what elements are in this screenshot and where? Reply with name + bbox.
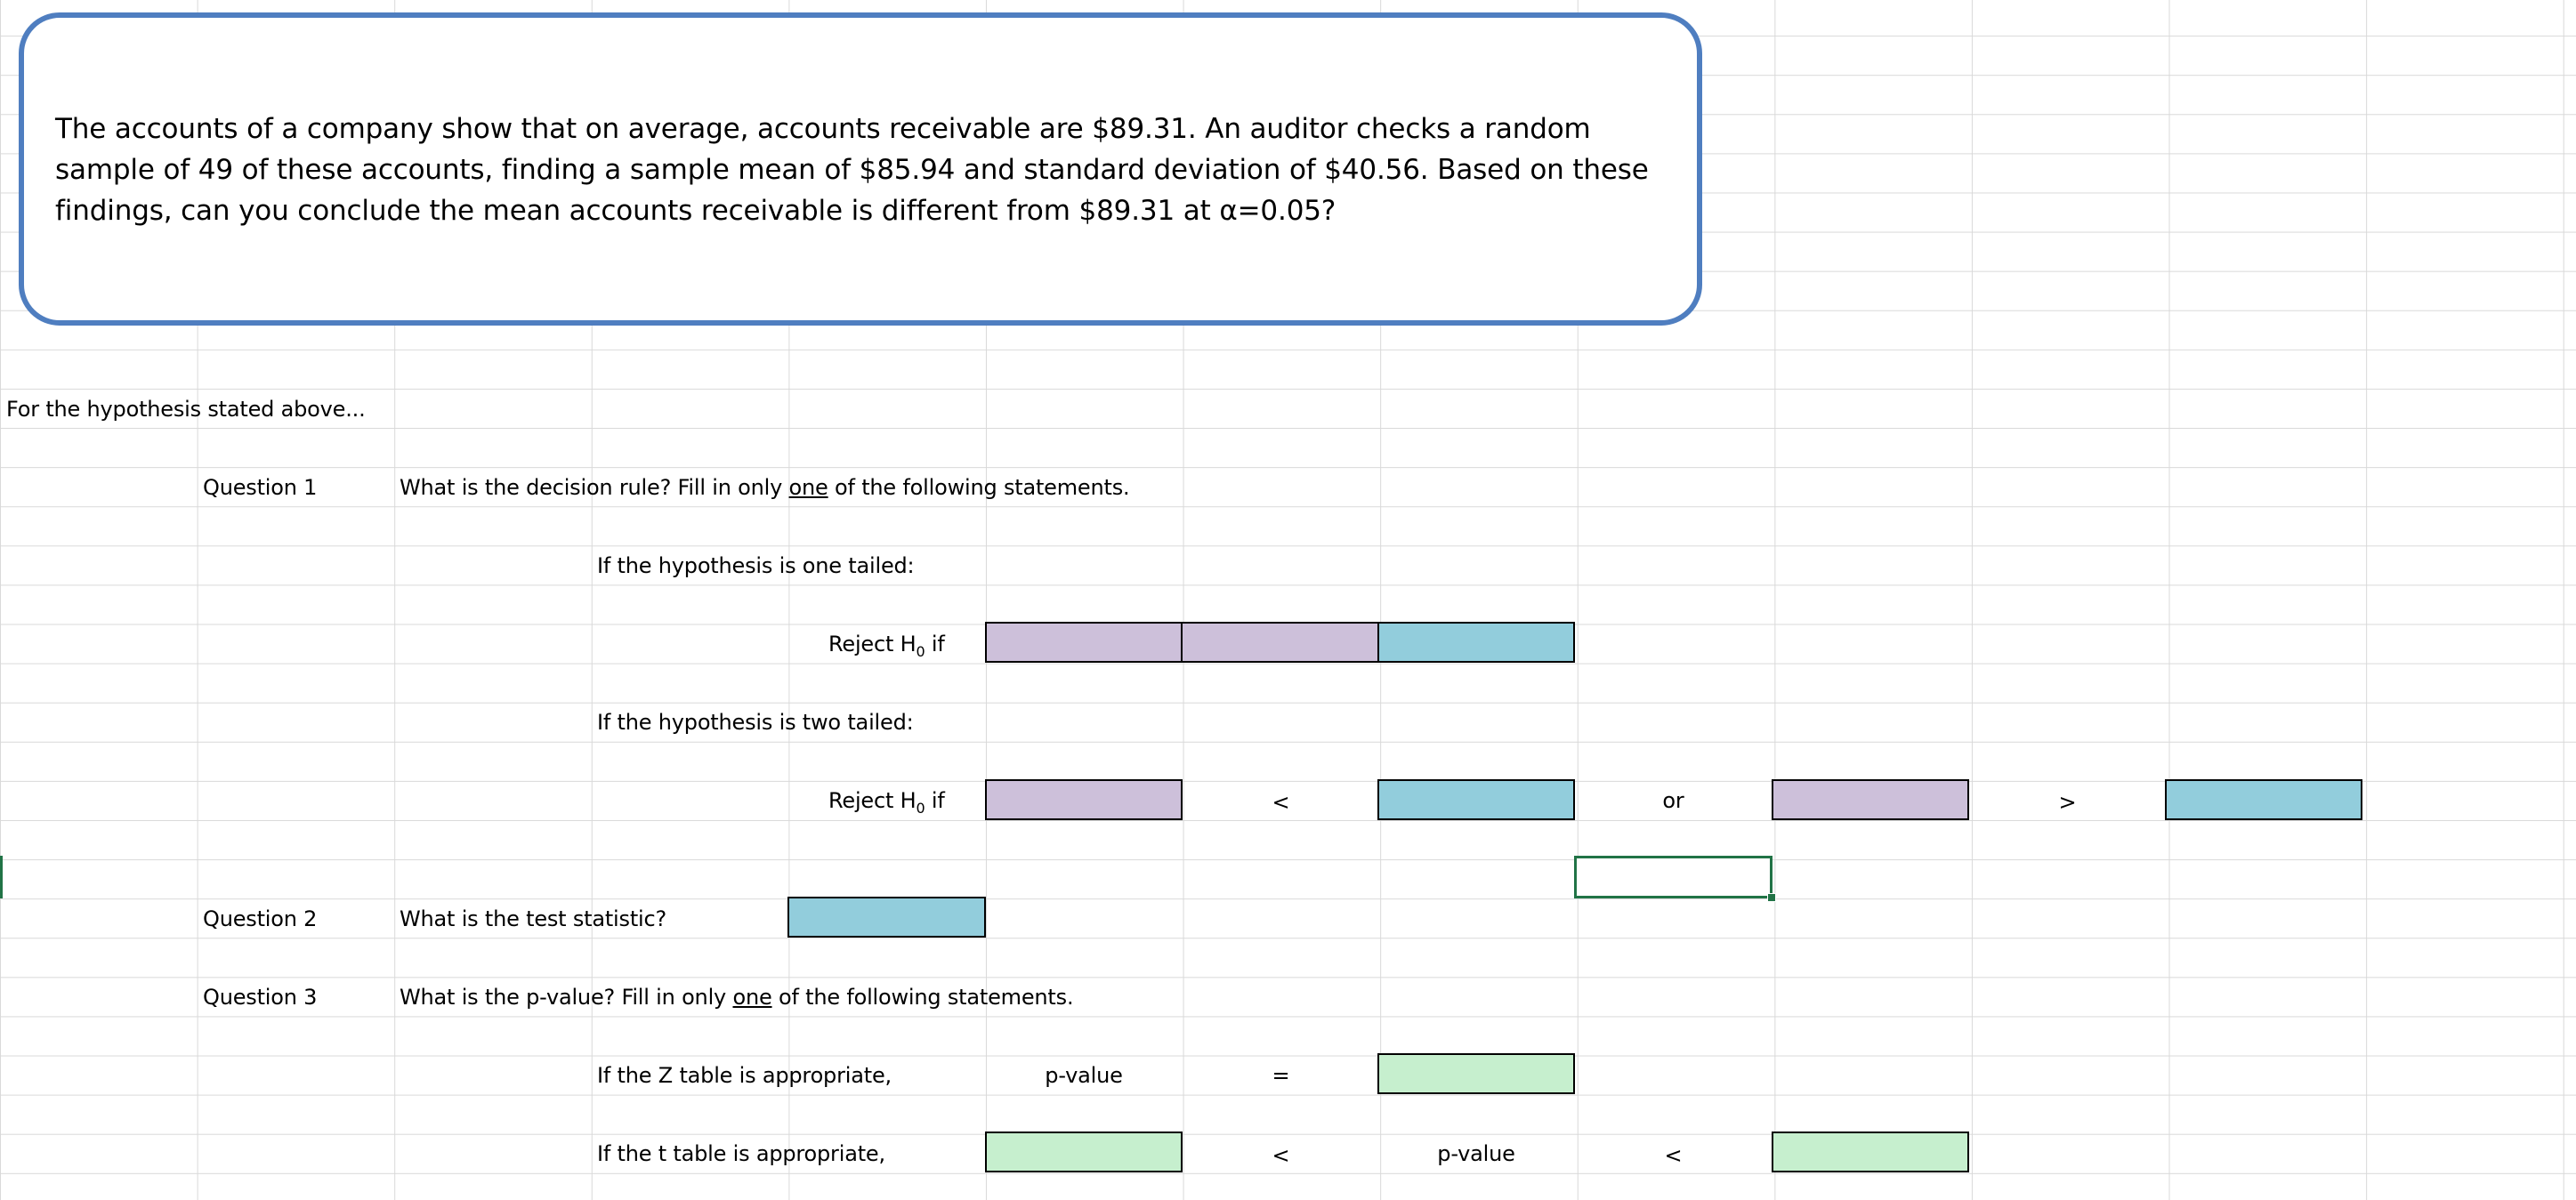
z-table-label: If the Z table is appropriate, <box>597 1063 892 1088</box>
fill-handle[interactable] <box>1767 893 1776 902</box>
less-than-symbol-right: < <box>1664 1143 1683 1168</box>
greater-than-symbol: > <box>2058 790 2077 815</box>
p-value-label-t: p-value <box>1437 1141 1515 1166</box>
less-than-symbol-left: < <box>1272 1143 1290 1168</box>
intro-text: For the hypothesis stated above... <box>6 397 366 422</box>
z-p-value-input[interactable] <box>1377 1053 1575 1094</box>
question-3-label: Question 3 <box>203 985 318 1010</box>
one-tailed-input-1[interactable] <box>985 622 1183 663</box>
two-tailed-lower-statistic-input[interactable] <box>1377 779 1575 820</box>
less-than-symbol: < <box>1272 790 1290 815</box>
question-1-label: Question 1 <box>203 475 318 500</box>
test-statistic-input[interactable] <box>787 897 986 938</box>
one-tailed-label: If the hypothesis is one tailed: <box>597 553 915 578</box>
question-1-prompt: What is the decision rule? Fill in only … <box>400 475 1130 500</box>
question-2-label: Question 2 <box>203 906 318 931</box>
two-tailed-lower-critical-input[interactable] <box>985 779 1183 820</box>
problem-text-box[interactable] <box>19 12 1702 326</box>
problem-statement: The accounts of a company show that on a… <box>55 113 1649 227</box>
equals-symbol: = <box>1272 1063 1290 1088</box>
t-p-value-lower-input[interactable] <box>985 1132 1183 1172</box>
question-2-prompt: What is the test statistic? <box>400 906 667 931</box>
two-tailed-upper-statistic-input[interactable] <box>2165 779 2362 820</box>
reject-h0-label-one-tailed: Reject H0 if <box>828 632 945 660</box>
p-value-label-z: p-value <box>1045 1063 1123 1088</box>
one-tailed-input-3[interactable] <box>1377 622 1575 663</box>
reject-h0-label-two-tailed: Reject H0 if <box>828 788 945 817</box>
one-tailed-input-2[interactable] <box>1181 622 1379 663</box>
selected-row-marker <box>0 856 3 898</box>
two-tailed-label: If the hypothesis is two tailed: <box>597 710 914 735</box>
or-label: or <box>1662 788 1684 813</box>
t-table-label: If the t table is appropriate, <box>597 1141 885 1166</box>
question-3-prompt: What is the p-value? Fill in only one of… <box>400 985 1074 1010</box>
t-p-value-upper-input[interactable] <box>1772 1132 1969 1172</box>
two-tailed-upper-critical-input[interactable] <box>1772 779 1969 820</box>
selected-cell[interactable] <box>1574 856 1773 898</box>
